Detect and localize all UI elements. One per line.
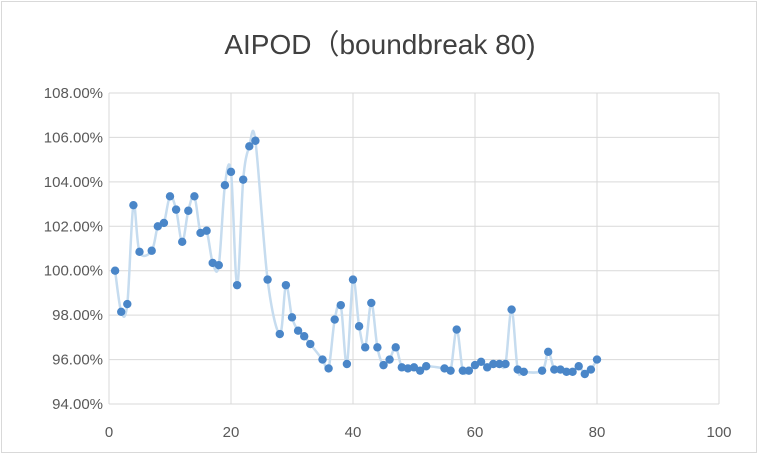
data-point [537, 366, 547, 375]
data-point [464, 366, 474, 375]
data-point [385, 355, 394, 364]
data-point [495, 359, 504, 369]
data-point [159, 218, 169, 228]
data-point [306, 339, 315, 349]
data-point [586, 365, 596, 374]
tick-layer: 94.00% 96.00% 98.00% 100.00% 102.00% 104.00% 1… [44, 85, 732, 441]
x-tick-label: 100 [706, 424, 731, 441]
data-point [507, 305, 516, 314]
data-point [245, 142, 254, 151]
data-point [330, 315, 339, 324]
data-point [220, 180, 230, 190]
data-point [415, 366, 425, 375]
x-tick-label: 20 [223, 424, 240, 441]
x-tick-label: 80 [589, 424, 606, 441]
data-point [263, 275, 272, 284]
data-point [354, 322, 364, 331]
data-point [336, 300, 345, 310]
data-point [287, 313, 297, 322]
data-point [379, 360, 388, 370]
data-point [171, 205, 181, 214]
data-point [324, 364, 333, 373]
data-point [178, 237, 187, 247]
data-point [580, 369, 589, 379]
data-point [117, 307, 126, 317]
data-point [342, 359, 352, 369]
data-point [544, 347, 553, 356]
data-point [452, 325, 461, 334]
data-point [147, 246, 156, 255]
y-tick-label: 106.00% [44, 129, 103, 146]
data-point [562, 367, 571, 376]
data-point [361, 343, 370, 352]
data-point [422, 362, 431, 371]
data-point [165, 192, 175, 201]
data-point [373, 343, 382, 352]
data-point [226, 167, 236, 177]
data-point [367, 298, 376, 308]
series-layer [110, 129, 602, 379]
y-tick-label: 100.00% [44, 263, 103, 280]
series-line-0 [113, 129, 599, 377]
y-tick-label: 98.00% [52, 307, 103, 324]
data-point [232, 280, 242, 290]
data-point [214, 260, 223, 270]
data-point [348, 275, 358, 284]
y-tick-label: 96.00% [52, 352, 103, 369]
data-point [135, 247, 144, 257]
data-point [568, 367, 577, 376]
data-point [476, 357, 486, 366]
data-point [190, 192, 199, 201]
y-tick-label: 94.00% [52, 396, 103, 413]
data-point [123, 299, 132, 309]
data-point [184, 206, 193, 215]
data-point [293, 326, 303, 335]
x-tick-label: 0 [105, 424, 113, 441]
chart-title: AIPOD（boundbreak 80) [224, 29, 535, 60]
data-point [550, 365, 559, 374]
x-tick-label: 40 [345, 424, 362, 441]
x-tick-label: 60 [467, 424, 484, 441]
data-point [281, 280, 291, 290]
y-tick-label: 102.00% [44, 218, 103, 235]
data-point [300, 332, 309, 341]
data-point [592, 355, 602, 364]
data-point [391, 343, 400, 352]
data-point [275, 329, 284, 339]
y-tick-label: 104.00% [44, 174, 103, 191]
data-point [501, 359, 510, 369]
data-point [574, 362, 583, 371]
data-point [519, 367, 528, 376]
data-point [458, 366, 467, 375]
y-tick-label: 108.00% [44, 85, 103, 102]
data-point [129, 200, 138, 210]
data-point [446, 366, 455, 375]
grid-layer [108, 92, 720, 405]
data-point [239, 175, 248, 184]
data-point [318, 355, 327, 364]
data-point [489, 359, 498, 369]
data-point [202, 226, 211, 235]
data-point [251, 136, 260, 145]
data-point [110, 266, 120, 275]
